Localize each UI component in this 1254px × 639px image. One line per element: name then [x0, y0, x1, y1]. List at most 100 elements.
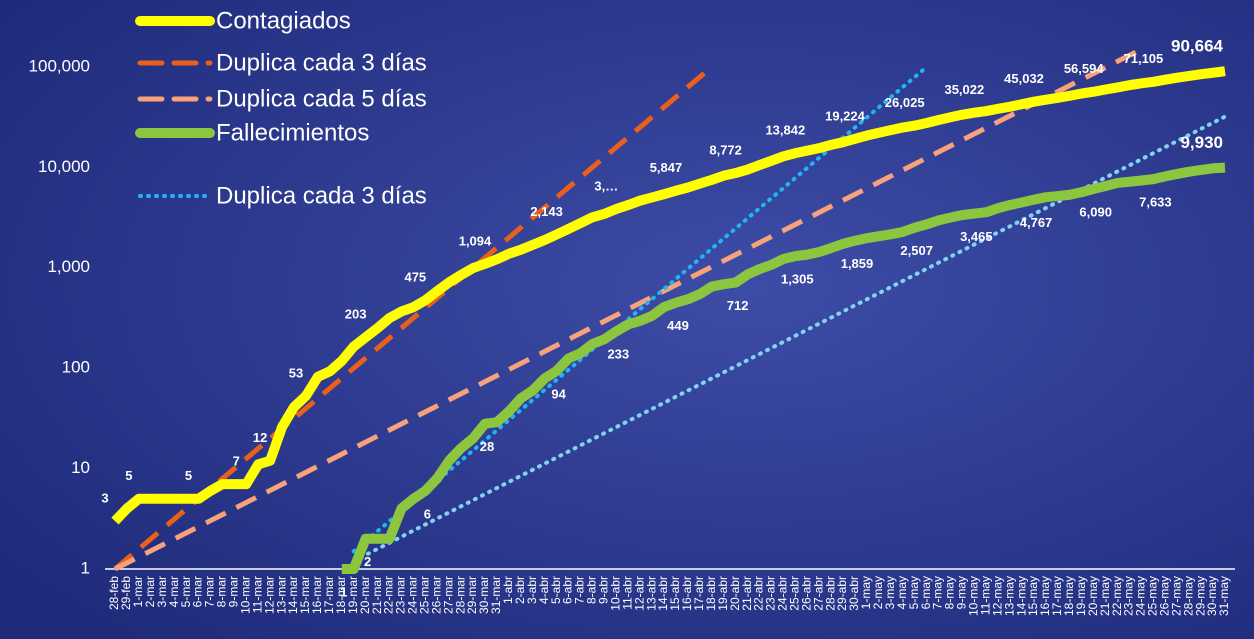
x-tick-label: 22-may: [1110, 576, 1124, 616]
x-tick-label: 2-may: [871, 576, 885, 609]
x-tick-label: 17-may: [1050, 576, 1064, 616]
data-label: 1: [340, 584, 347, 599]
data-label: 1,094: [459, 233, 492, 248]
x-tick-label: 19-mar: [346, 576, 360, 614]
data-label: 35,022: [944, 82, 984, 97]
x-tick-label: 2-abr: [513, 576, 527, 604]
x-tick-label: 12-abr: [632, 576, 646, 611]
x-tick-label: 25-mar: [417, 576, 431, 614]
x-tick-label: 23-mar: [394, 576, 408, 614]
x-tick-label: 11-may: [978, 576, 992, 615]
x-tick-label: 23-may: [1122, 576, 1136, 616]
data-label: 5,847: [650, 160, 683, 175]
x-tick-label: 17-abr: [692, 576, 706, 611]
x-tick-label: 12-may: [990, 576, 1004, 616]
x-tick-label: 5-mar: [179, 576, 193, 607]
x-tick-label: 18-may: [1062, 576, 1076, 616]
data-label: 449: [667, 318, 689, 333]
x-tick-label: 26-abr: [799, 576, 813, 611]
x-tick-label: 4-abr: [537, 576, 551, 604]
x-tick-label: 23-abr: [764, 576, 778, 611]
x-tick-label: 10-mar: [238, 576, 252, 614]
x-tick-label: 13-may: [1002, 576, 1016, 616]
x-tick-label: 25-may: [1146, 576, 1160, 616]
data-label: 1,305: [781, 272, 814, 287]
x-tick-label: 25-abr: [787, 576, 801, 611]
x-tick-label: 8-abr: [585, 576, 599, 604]
x-tick-label: 8-may: [943, 576, 957, 609]
x-tick-label: 10-may: [967, 576, 981, 616]
x-tick-label: 29-feb: [119, 576, 133, 610]
x-tick-label: 12-mar: [262, 576, 276, 614]
x-tick-label: 15-abr: [668, 576, 682, 611]
x-tick-label: 26-may: [1157, 576, 1171, 616]
x-tick-label: 24-abr: [776, 576, 790, 611]
y-tick-label: 10: [71, 458, 90, 477]
x-tick-label: 17-mar: [322, 576, 336, 614]
y-tick-label: 100,000: [29, 56, 90, 75]
data-label: 6,090: [1079, 204, 1112, 219]
data-label: 712: [727, 298, 749, 313]
data-label: 12: [253, 430, 267, 445]
x-tick-label: 28-feb: [107, 576, 121, 610]
series-line: [113, 64, 714, 571]
data-label: 45,032: [1004, 71, 1044, 86]
data-label: 2,507: [900, 243, 933, 258]
x-tick-label: 11-mar: [250, 576, 264, 613]
x-tick-label: 30-abr: [847, 576, 861, 611]
x-tick-label: 21-may: [1098, 576, 1112, 616]
x-tick-label: 24-mar: [406, 576, 420, 614]
x-tick-label: 24-may: [1134, 576, 1148, 616]
data-label: 8,772: [709, 142, 742, 157]
x-tick-label: 19-may: [1074, 576, 1088, 616]
x-tick-label: 3-mar: [155, 576, 169, 607]
data-label: 5: [125, 468, 132, 483]
x-tick-label: 16-abr: [680, 576, 694, 611]
data-label: 90,664: [1171, 37, 1224, 56]
x-tick-label: 14-mar: [286, 576, 300, 614]
series-line: [341, 162, 1226, 574]
legend-label: Fallecimientos: [216, 119, 369, 146]
y-tick-label: 1,000: [47, 257, 90, 276]
data-label: 19,224: [825, 108, 866, 123]
x-tick-label: 14-abr: [656, 576, 670, 611]
data-label: 6: [424, 506, 431, 521]
data-label: 26,025: [885, 95, 925, 110]
data-label: 7: [233, 454, 240, 469]
x-tick-label: 18-abr: [704, 576, 718, 611]
y-tick-label: 100: [62, 358, 90, 377]
x-tick-label: 7-mar: [203, 576, 217, 607]
x-tick-label: 15-mar: [298, 576, 312, 614]
x-tick-label: 22-abr: [752, 576, 766, 611]
x-tick-label: 21-abr: [740, 576, 754, 611]
x-tick-label: 30-may: [1205, 576, 1219, 616]
data-label: 13,842: [765, 123, 805, 138]
x-tick-label: 8-mar: [215, 576, 229, 607]
series-line: [111, 66, 1226, 525]
x-tick-label: 20-abr: [728, 576, 742, 611]
x-tick-label: 20-may: [1086, 576, 1100, 616]
x-tick-label: 10-abr: [608, 576, 622, 611]
x-tick-label: 31-may: [1217, 576, 1231, 616]
x-tick-label: 27-may: [1169, 576, 1183, 616]
series-line: [113, 46, 1143, 572]
data-label: 7,633: [1139, 195, 1172, 210]
legend-label: Duplica cada 3 días: [216, 182, 427, 209]
x-tick-label: 1-abr: [501, 576, 515, 604]
x-tick-label: 29-mar: [465, 576, 479, 614]
data-label: 5: [185, 468, 192, 483]
x-tick-label: 28-mar: [453, 576, 467, 614]
x-tick-label: 31-mar: [489, 576, 503, 614]
x-tick-label: 13-mar: [274, 576, 288, 614]
x-tick-label: 5-may: [907, 576, 921, 609]
x-tick-label: 6-may: [919, 576, 933, 609]
x-tick-label: 16-mar: [310, 576, 324, 614]
x-tick-label: 4-mar: [167, 576, 181, 607]
data-label: 3: [101, 491, 108, 506]
x-tick-label: 1-may: [859, 576, 873, 609]
x-tick-label: 7-may: [931, 576, 945, 609]
x-tick-label: 27-abr: [811, 576, 825, 611]
x-tick-label: 9-mar: [227, 576, 241, 607]
x-tick-label: 28-abr: [823, 576, 837, 611]
data-label: 4,767: [1020, 215, 1053, 230]
